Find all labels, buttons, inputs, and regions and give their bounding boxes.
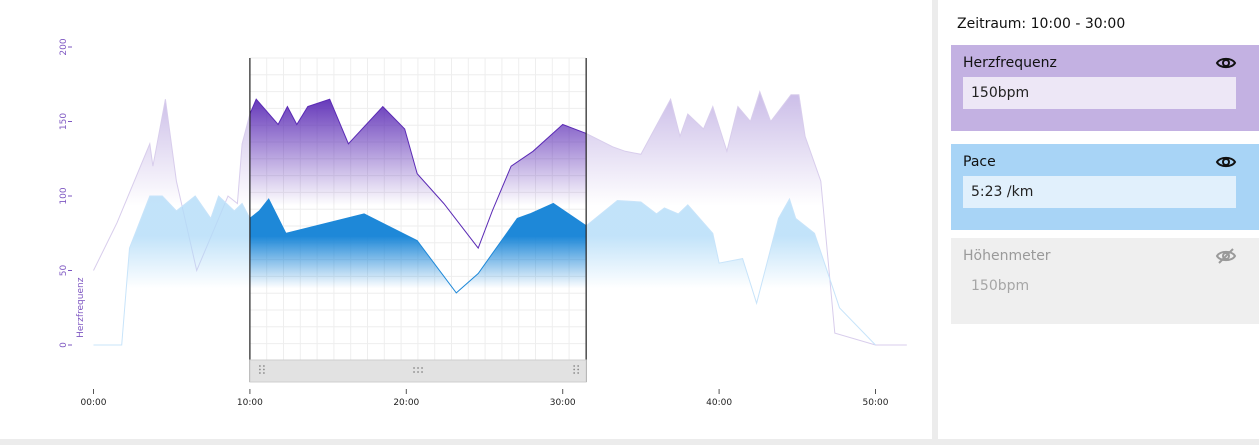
chart-area: 0 50 100 150 200 Herzfrequenz 00:00 10:00 20:00…: [59, 38, 907, 408]
x-tick-label: 00:00: [81, 398, 107, 408]
brush-handle-center[interactable]: [413, 367, 423, 373]
brush-handle-right[interactable]: [573, 365, 580, 374]
x-tick-label: 30:00: [550, 398, 576, 408]
chart: 0 50 100 150 200 Herzfrequenz 00:00 10:00 20:00…: [59, 38, 907, 408]
brush-handle-left[interactable]: [259, 365, 265, 374]
panel-divider: [932, 0, 938, 440]
metric-title: Höhenmeter: [963, 248, 1051, 264]
series-inside-selection: [249, 98, 587, 345]
bottom-divider: [0, 439, 1259, 445]
metric-title: Pace: [963, 154, 996, 170]
metric-value: 150bpm: [963, 77, 1236, 109]
x-axis: 00:00 10:00 20:00 30:00 40:00 50:00: [81, 389, 889, 408]
x-tick-label: 40:00: [706, 398, 732, 408]
y-tick-label: 100: [59, 187, 69, 204]
y-axis-title: Herzfrequenz: [76, 277, 86, 338]
range-brush[interactable]: [249, 359, 587, 383]
metric-card-herzfrequenz[interactable]: Herzfrequenz 150bpm: [951, 45, 1259, 131]
y-axis: 0 50 100 150 200 Herzfrequenz: [59, 38, 86, 348]
metric-value: 5:23 /km: [963, 176, 1236, 208]
x-tick-label: 20:00: [393, 398, 419, 408]
metric-title: Herzfrequenz: [963, 55, 1057, 71]
metric-card-hoehenmeter[interactable]: Höhenmeter 150bpm: [951, 238, 1259, 324]
metrics-sidebar: Zeitraum: 10:00 - 30:00 Herzfrequenz 150…: [951, 0, 1259, 440]
x-tick-label: 50:00: [863, 398, 889, 408]
metric-value: 150bpm: [963, 270, 1236, 302]
period-label: Zeitraum: 10:00 - 30:00: [957, 16, 1126, 32]
pace-line: [249, 198, 587, 294]
metric-card-pace[interactable]: Pace 5:23 /km: [951, 144, 1259, 230]
eye-icon[interactable]: [1215, 153, 1237, 171]
y-tick-label: 150: [59, 113, 69, 130]
pace-area: [249, 199, 587, 345]
heart_rate-line: [249, 98, 587, 250]
eye-icon[interactable]: [1215, 54, 1237, 72]
x-tick-label: 10:00: [237, 398, 263, 408]
y-tick-label: 200: [59, 38, 69, 55]
eye-off-icon[interactable]: [1215, 247, 1237, 265]
y-tick-label: 50: [59, 265, 69, 277]
y-tick-label: 0: [59, 342, 69, 348]
range-selection[interactable]: [249, 58, 587, 383]
